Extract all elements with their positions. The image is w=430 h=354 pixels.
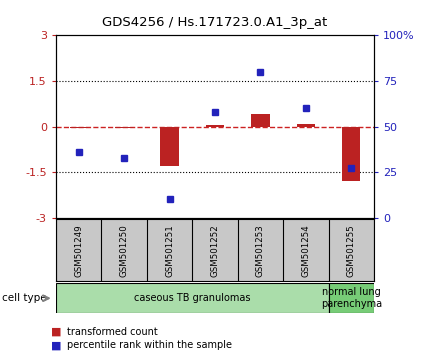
Text: GSM501249: GSM501249 [74,224,83,277]
Bar [70,127,88,128]
Bar [238,219,283,281]
Text: cell type: cell type [2,293,47,303]
Bar [206,125,224,127]
Text: percentile rank within the sample: percentile rank within the sample [67,340,232,350]
Bar [101,219,147,281]
Text: GSM501252: GSM501252 [211,224,219,277]
Bar [147,219,192,281]
Text: GDS4256 / Hs.171723.0.A1_3p_at: GDS4256 / Hs.171723.0.A1_3p_at [102,16,328,29]
Text: ■: ■ [51,340,61,350]
Bar [329,219,374,281]
Bar [283,219,329,281]
Bar [115,127,133,128]
Text: ■: ■ [51,327,61,337]
Text: GSM501250: GSM501250 [120,224,129,277]
Text: GSM501254: GSM501254 [301,224,310,277]
Bar [329,283,374,313]
Bar [56,283,329,313]
Text: caseous TB granulomas: caseous TB granulomas [134,293,251,303]
Bar [297,124,315,127]
Text: transformed count: transformed count [67,327,157,337]
Bar [342,127,360,181]
Bar [192,219,238,281]
Text: GSM501253: GSM501253 [256,224,265,277]
Text: GSM501255: GSM501255 [347,224,356,277]
Text: normal lung
parenchyma: normal lung parenchyma [321,287,382,309]
Bar [252,114,270,127]
Bar [56,219,101,281]
Bar [160,127,178,166]
Text: GSM501251: GSM501251 [165,224,174,277]
